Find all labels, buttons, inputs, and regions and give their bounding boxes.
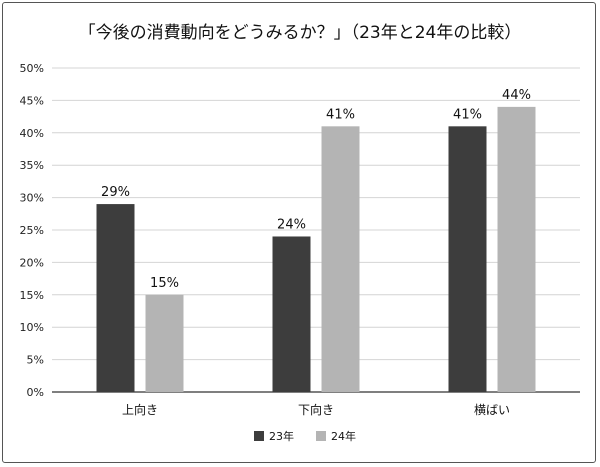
- y-tick-label: 0%: [27, 386, 44, 399]
- legend-label: 23年: [269, 429, 294, 443]
- y-tick-label: 10%: [20, 321, 44, 334]
- legend-swatch: [254, 431, 264, 441]
- chart-title: 「今後の消費動向をどうみるか？」（23年と24年の比較）: [79, 23, 522, 43]
- legend-label: 24年: [331, 429, 356, 443]
- bar-s2-1: [321, 126, 360, 392]
- y-tick-label: 35%: [20, 159, 44, 172]
- category-label: 下向き: [298, 402, 334, 417]
- data-label: 41%: [326, 107, 355, 122]
- category-label: 横ばい: [474, 403, 510, 417]
- bar-s2-2: [497, 106, 536, 392]
- bar-s1-1: [272, 236, 311, 392]
- y-tick-label: 20%: [20, 256, 44, 269]
- data-label: 44%: [502, 88, 531, 103]
- data-label: 15%: [150, 276, 179, 291]
- gridlines: [52, 67, 580, 393]
- bar-s2-0: [145, 294, 184, 392]
- data-labels: 29% 15% 24% 41% 41% 44%: [101, 88, 531, 291]
- legend: 23年 24年: [254, 429, 356, 443]
- bars: [96, 106, 536, 392]
- y-tick-label: 30%: [20, 192, 44, 205]
- bar-s1-2: [448, 126, 487, 392]
- data-label: 24%: [277, 217, 306, 232]
- x-axis-categories: 上向き 下向き 横ばい: [122, 402, 510, 417]
- legend-swatch: [316, 431, 326, 441]
- bar-s1-0: [96, 204, 135, 392]
- y-tick-label: 40%: [20, 127, 44, 140]
- y-tick-label: 15%: [20, 289, 44, 302]
- category-label: 上向き: [122, 402, 158, 417]
- y-tick-label: 5%: [27, 354, 44, 367]
- y-tick-label: 50%: [20, 62, 44, 75]
- data-label: 41%: [453, 107, 482, 122]
- y-tick-label: 45%: [20, 94, 44, 107]
- data-label: 29%: [101, 185, 130, 200]
- y-axis-ticks: 0% 5% 10% 15% 20% 25% 30% 35% 40% 45% 50%: [20, 62, 44, 399]
- y-tick-label: 25%: [20, 224, 44, 237]
